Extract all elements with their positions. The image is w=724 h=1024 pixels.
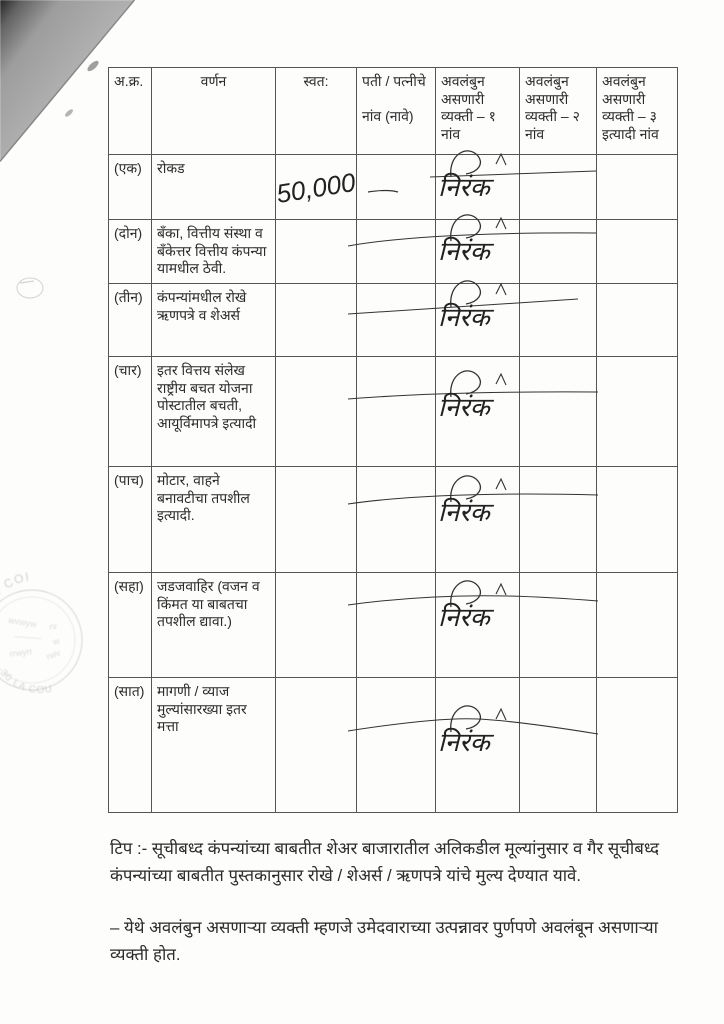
svg-text:निरंक: निरंक: [438, 236, 495, 266]
svg-text:निरंक: निरंक: [438, 602, 495, 632]
svg-text:निरंक: निरंक: [438, 392, 495, 422]
svg-text:निरंक: निरंक: [438, 302, 495, 332]
svg-text:निरंक: निरंक: [438, 497, 495, 527]
svg-text:निरंक: निरंक: [438, 727, 495, 757]
svg-text:निरंक: निरंक: [438, 172, 495, 202]
